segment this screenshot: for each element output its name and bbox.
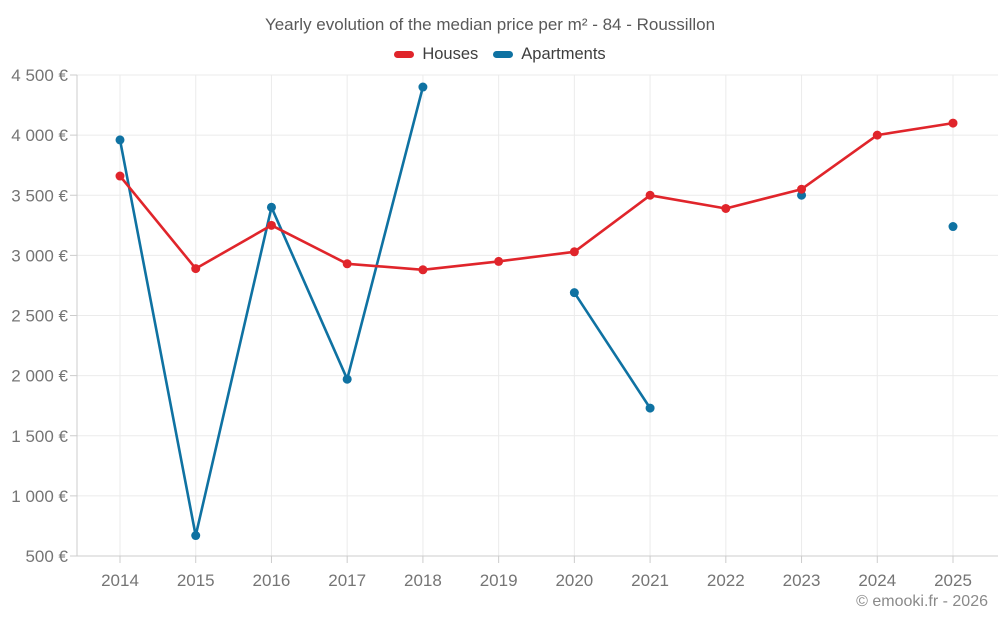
x-axis-tick-label: 2020 xyxy=(555,571,593,590)
apartments-point-2021 xyxy=(645,403,655,413)
houses-point-2020 xyxy=(569,247,579,257)
x-axis-tick-label: 2024 xyxy=(858,571,896,590)
apartments-point-2014 xyxy=(115,135,125,145)
apartments-point-2025 xyxy=(948,222,958,232)
x-axis-tick-label: 2025 xyxy=(934,571,972,590)
chart-title: Yearly evolution of the median price per… xyxy=(264,15,716,34)
houses-point-2022 xyxy=(721,203,731,213)
y-axis-tick-label: 1 500 € xyxy=(11,427,68,446)
x-axis-tick-label: 2019 xyxy=(480,571,518,590)
x-axis-tick-label: 2016 xyxy=(253,571,291,590)
apartments-point-2015 xyxy=(191,531,201,541)
houses-point-2019 xyxy=(494,256,504,266)
houses-point-2021 xyxy=(645,190,655,200)
houses-point-2025 xyxy=(948,118,958,128)
x-axis-tick-label: 2023 xyxy=(783,571,821,590)
apartments-line xyxy=(120,87,953,536)
y-axis-tick-label: 2 500 € xyxy=(11,307,68,326)
apartments-point-2016 xyxy=(266,202,276,212)
apartments-legend-swatch-icon xyxy=(493,51,514,58)
houses-point-2023 xyxy=(797,184,807,194)
houses-legend-label: Houses xyxy=(422,45,479,63)
legend-item-houses: Houses xyxy=(394,45,478,64)
apartments-point-2020 xyxy=(569,288,579,298)
apartments-point-2017 xyxy=(342,374,352,384)
y-axis-tick-label: 2 000 € xyxy=(11,367,68,386)
copyright-label: © emooki.fr - 2026 xyxy=(856,593,988,610)
y-axis-tick-label: 3 500 € xyxy=(11,186,68,205)
houses-point-2016 xyxy=(266,220,276,230)
houses-point-2015 xyxy=(191,264,201,274)
houses-point-2017 xyxy=(342,259,352,269)
x-axis-tick-label: 2015 xyxy=(177,571,215,590)
x-axis-tick-label: 2022 xyxy=(707,571,745,590)
houses-legend-swatch-icon xyxy=(394,51,415,58)
x-axis-tick-label: 2014 xyxy=(101,571,139,590)
y-axis-tick-label: 4 000 € xyxy=(11,126,68,145)
apartments-point-2018 xyxy=(418,82,428,92)
x-axis-tick-label: 2021 xyxy=(631,571,669,590)
y-axis-tick-label: 1 000 € xyxy=(11,487,68,506)
houses-line xyxy=(118,121,955,272)
y-axis-tick-label: 4 500 € xyxy=(11,66,68,85)
houses-point-2014 xyxy=(115,171,125,181)
y-axis-tick-label: 3 000 € xyxy=(11,246,68,265)
houses-point-2024 xyxy=(872,130,882,140)
x-axis-tick-label: 2017 xyxy=(328,571,366,590)
legend-item-apartments: Apartments xyxy=(493,45,606,64)
apartments-legend-label: Apartments xyxy=(521,45,606,63)
y-axis-tick-label: 500 € xyxy=(25,547,68,566)
houses-point-2018 xyxy=(418,265,428,275)
chart-legend: Houses Apartments xyxy=(0,45,1000,64)
x-axis-tick-label: 2018 xyxy=(404,571,442,590)
